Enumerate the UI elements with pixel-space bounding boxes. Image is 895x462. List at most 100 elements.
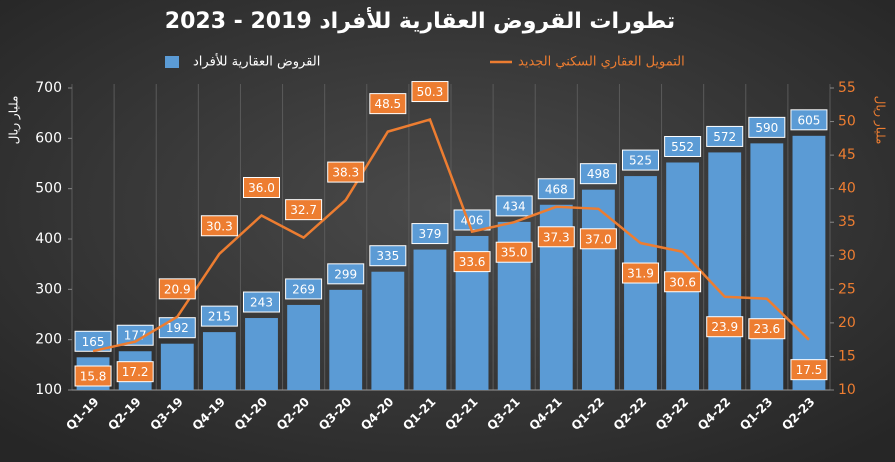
bar-value-label: 498 — [587, 167, 610, 181]
bar — [581, 189, 615, 390]
bar-value-label: 165 — [82, 335, 105, 349]
bar-value-label-box — [243, 291, 280, 313]
bar-value-label-box — [200, 305, 238, 327]
y-axis-label: مليار ريال — [7, 96, 22, 145]
line-value-label-box — [243, 177, 280, 199]
bar — [160, 343, 194, 390]
bar-value-label: 525 — [629, 154, 652, 168]
legend-swatch — [165, 56, 179, 68]
bar — [245, 318, 278, 390]
legend-label: القروض العقارية للأفراد — [193, 53, 320, 70]
bar-value-label: 552 — [671, 140, 694, 154]
chart-title: تطورات القروض العقارية للأفراد 2019 - 20… — [165, 6, 675, 34]
line-value-label-box — [116, 361, 154, 383]
bar-value-label-box — [706, 125, 744, 147]
line-value-label: 23.6 — [753, 322, 780, 336]
bar-value-label: 406 — [461, 213, 484, 227]
bar-value-label-box — [116, 324, 154, 346]
bar-value-label-box — [664, 135, 702, 157]
bar — [202, 332, 236, 390]
line-value-label-box — [411, 81, 449, 103]
legend-label: التمويل العقاري السكني الجديد — [518, 55, 685, 70]
bar — [413, 249, 447, 390]
line-value-label: 50.3 — [417, 85, 444, 99]
y2-tick-label: 10 — [838, 382, 856, 398]
bar-value-label-box — [622, 149, 659, 171]
y-tick-label: 700 — [35, 80, 62, 96]
bar-value-label: 269 — [292, 282, 315, 296]
bar-value-label-box — [790, 109, 828, 131]
line-value-label-box — [200, 215, 238, 237]
bar-value-label: 299 — [334, 267, 357, 281]
y2-tick-label: 25 — [838, 281, 856, 297]
bar — [371, 271, 405, 390]
line-value-label-box — [327, 161, 365, 183]
line-value-label: 23.9 — [711, 320, 738, 334]
line-value-label: 37.3 — [543, 230, 570, 244]
line-value-label-box — [706, 316, 744, 338]
bar-value-label-box — [495, 195, 533, 217]
y2-tick-label: 35 — [838, 214, 856, 230]
line-value-label: 17.5 — [796, 363, 823, 377]
line-value-label: 30.3 — [206, 219, 233, 233]
line-value-label-box — [748, 318, 786, 340]
y-tick-label: 100 — [35, 382, 62, 398]
bar-value-label-box — [74, 330, 112, 352]
line-value-label: 32.7 — [290, 203, 317, 217]
y2-tick-label: 20 — [838, 315, 856, 331]
bar — [750, 143, 784, 390]
bar — [792, 135, 826, 390]
bar-value-label-box — [537, 178, 575, 200]
y2-tick-label: 15 — [838, 348, 856, 364]
y-tick-label: 400 — [35, 231, 62, 247]
bar-value-label-box — [411, 223, 449, 245]
y-tick-label: 200 — [35, 332, 62, 348]
line-value-label-box — [369, 93, 407, 115]
y2-axis-label: مليار ريال — [873, 96, 888, 145]
line-value-label: 37.0 — [585, 232, 612, 246]
bar-value-label: 605 — [797, 113, 820, 127]
bar — [287, 304, 321, 390]
line-value-label: 48.5 — [374, 97, 401, 111]
line-value-label: 30.6 — [669, 275, 696, 289]
line-value-label-box — [158, 278, 196, 300]
bar-value-label-box — [579, 163, 617, 185]
bar — [708, 152, 742, 390]
line-value-label-box — [453, 251, 491, 273]
y2-tick-label: 50 — [838, 114, 856, 130]
line-value-label: 31.9 — [627, 267, 654, 281]
line-value-label-box — [664, 271, 702, 293]
bar-value-label: 572 — [713, 130, 736, 144]
line-value-label: 17.2 — [122, 365, 149, 379]
line-value-label-box — [495, 241, 533, 263]
line-value-label-box — [622, 262, 659, 284]
bar-value-label: 243 — [250, 296, 273, 310]
line-value-label-box — [285, 199, 323, 221]
line-value-label-box — [537, 226, 575, 248]
bar-value-label: 468 — [545, 182, 568, 196]
bar-value-label: 379 — [418, 227, 441, 241]
bar-value-label: 215 — [208, 310, 231, 324]
y2-tick-label: 45 — [838, 147, 856, 163]
bar-value-label: 192 — [166, 321, 189, 335]
line-value-label: 35.0 — [501, 246, 528, 260]
bar — [329, 289, 363, 390]
bar-value-label: 335 — [376, 249, 399, 263]
bar-value-label: 590 — [755, 121, 778, 135]
y2-tick-label: 30 — [838, 248, 856, 264]
bar-value-label-box — [369, 245, 407, 267]
line — [92, 118, 810, 353]
line-value-label: 20.9 — [164, 282, 191, 296]
line-value-label-box — [579, 228, 617, 250]
bar-value-label-box — [748, 116, 786, 138]
line-value-label: 36.0 — [248, 181, 275, 195]
line-value-label: 38.3 — [332, 166, 359, 180]
line-value-label-box — [790, 359, 828, 381]
y2-tick-label: 55 — [838, 80, 856, 96]
y-tick-label: 500 — [35, 181, 62, 197]
bar-value-label-box — [285, 278, 323, 300]
line-value-label: 15.8 — [80, 370, 107, 384]
bar-value-label: 434 — [503, 199, 526, 213]
y2-tick-label: 40 — [838, 181, 856, 197]
